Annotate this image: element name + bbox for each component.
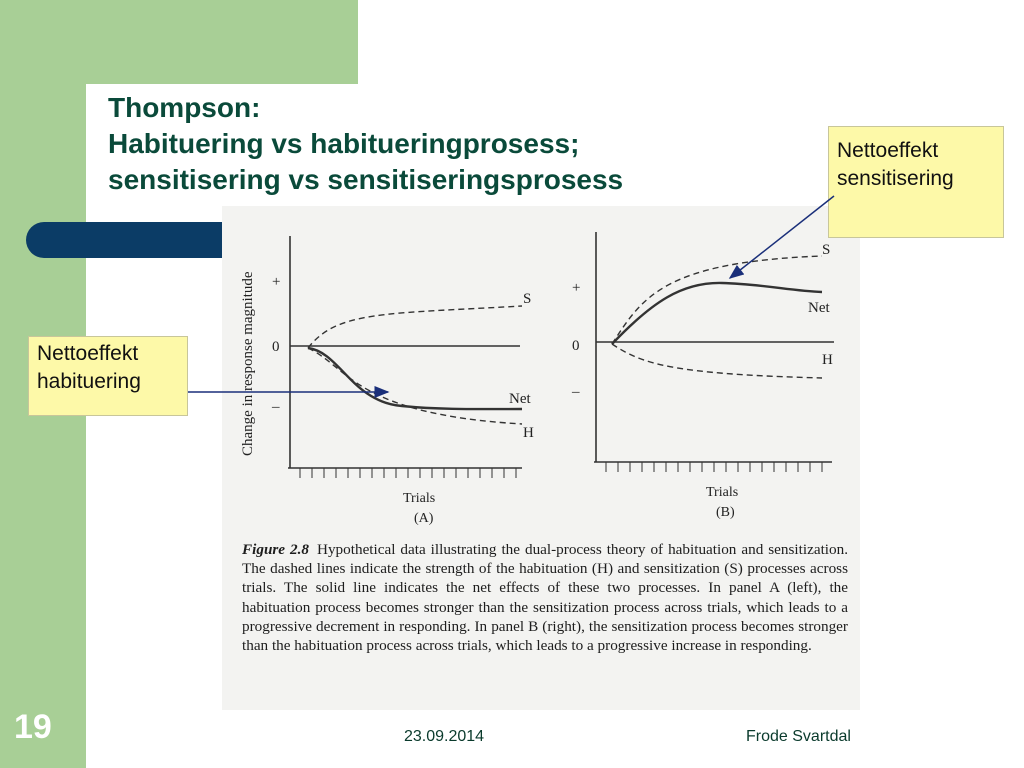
figure-caption-label: Figure 2.8 [242, 541, 309, 558]
title-line-2: Habituering vs habitueringprosess; [108, 128, 580, 159]
panel-b-trial-ticks [605, 462, 823, 472]
callout-sens-line-1: Nettoeffekt [837, 139, 939, 162]
callout-sens-line-2: sensitisering [837, 167, 954, 190]
panel-a-s-label: S [523, 291, 531, 307]
footer-date: 23.09.2014 [404, 728, 485, 745]
figure-graphs: Change in response magnitude + 0 – S Net… [240, 232, 834, 526]
panel-b-h-label: H [822, 352, 833, 368]
panel-b-h-curve [611, 343, 823, 379]
panel-b-minus-tick: – [571, 384, 580, 400]
top-green-band [86, 0, 358, 84]
panel-a-y-axis-label: Change in response magnitude [240, 271, 256, 456]
panel-a-s-curve [307, 305, 523, 349]
panel-a-zero-tick: 0 [272, 339, 280, 355]
panel-b-net-label: Net [808, 300, 830, 316]
panel-b-net-curve [611, 281, 823, 345]
panel-a-h-curve [307, 347, 523, 425]
title-line-1: Thompson: [108, 92, 261, 123]
panel-a-trial-ticks [299, 468, 517, 478]
figure-caption-text: Hypothetical data illustrating the dual-… [242, 541, 848, 655]
panel-a-plus-tick: + [272, 274, 280, 290]
panel-b-zero-tick: 0 [572, 338, 580, 354]
page-number: 19 [14, 708, 52, 746]
title-line-3: sensitisering vs sensitiseringsprosess [108, 164, 624, 195]
callout-hab-line-1: Nettoeffekt [37, 342, 139, 365]
panel-b-plus-tick: + [572, 280, 580, 296]
panel-b-x-label: Trials [706, 485, 738, 500]
panel-a-net-label: Net [509, 391, 531, 407]
panel-a-x-label: Trials [403, 491, 435, 506]
panel-a-h-label: H [523, 425, 534, 441]
scanned-figure: Change in response magnitude + 0 – S Net… [222, 206, 860, 710]
panel-b-s-curve [611, 255, 823, 345]
panel-a-minus-tick: – [271, 399, 280, 415]
footer-author: Frode Svartdal [746, 728, 851, 745]
callout-net-sensitization: Nettoeffekt sensitisering [828, 126, 1004, 238]
panel-b-s-label: S [822, 242, 830, 258]
callout-net-habituation: Nettoeffekt habituering [28, 336, 188, 416]
navy-accent-bar [26, 222, 222, 258]
callout-hab-line-2: habituering [37, 370, 141, 393]
figure-caption: Figure 2.8 Hypothetical data illustrating… [242, 540, 848, 655]
panel-a-panel-label: (A) [414, 511, 434, 526]
slide-title: Thompson: Habituering vs habitueringpros… [108, 90, 808, 198]
panel-b-panel-label: (B) [716, 505, 735, 520]
panel-a-net-curve [307, 346, 523, 411]
